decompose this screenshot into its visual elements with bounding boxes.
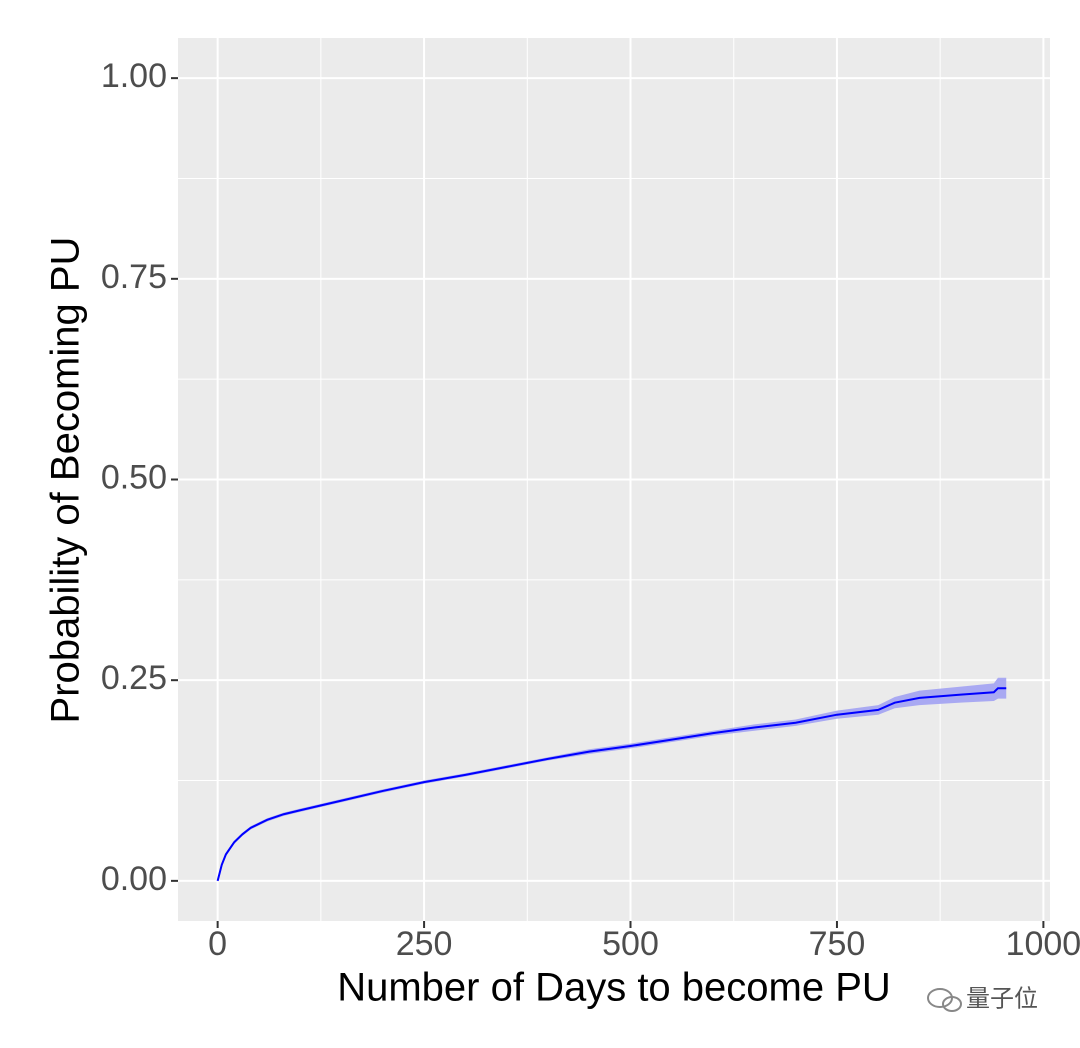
x-tick-label: 500 [602,925,659,963]
y-tick-label: 1.00 [101,57,167,95]
survival-line [216,687,1007,882]
x-tick-label: 750 [809,925,866,963]
x-axis-title: Number of Days to become PU [337,966,891,1010]
x-tick-label: 250 [396,925,453,963]
y-tick-label: 0.25 [101,659,167,697]
watermark: 量子位 [966,985,1038,1012]
y-tick-label: 0.50 [101,458,167,496]
y-tick-label: 0.00 [101,860,167,898]
y-axis-title: Probability of Becoming PU [44,237,88,724]
watermark-icon [927,988,962,1012]
x-tick-label: 0 [208,925,227,963]
x-tick-label: 1000 [1006,925,1080,963]
plot-panel [178,38,1050,921]
y-tick-label: 0.75 [101,258,167,296]
